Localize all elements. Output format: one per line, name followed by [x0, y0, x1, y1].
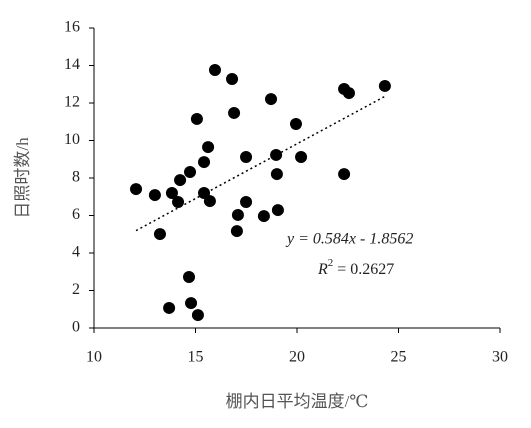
y-tick-label: 16: [64, 19, 80, 36]
point: [203, 195, 216, 208]
point: [172, 196, 185, 208]
point: [226, 73, 239, 85]
point: [202, 141, 215, 154]
point: [270, 148, 283, 161]
y-tick-label: 8: [72, 169, 80, 186]
point: [338, 168, 351, 181]
x-axis-title: 棚内日平均温度/℃: [226, 392, 369, 411]
r-squared: R2 = 0.2627: [317, 257, 394, 278]
point: [228, 106, 241, 119]
point: [378, 79, 391, 92]
point: [191, 309, 204, 322]
point: [184, 166, 197, 178]
y-tick-label: 2: [72, 281, 80, 298]
point: [231, 208, 244, 221]
y-tick-label: 14: [64, 56, 80, 73]
trendline: [135, 95, 386, 232]
r-squared-value: = 0.2627: [333, 261, 394, 278]
point: [148, 189, 161, 202]
point: [190, 112, 203, 125]
r-squared-symbol: R: [317, 261, 328, 278]
point: [240, 151, 253, 163]
y-tick-label: 4: [72, 244, 80, 261]
point: [270, 168, 283, 181]
r-squared-exponent: 2: [328, 257, 334, 269]
x-tick-label: 25: [391, 349, 407, 366]
trend-equation: y = 0.584x - 1.8562: [285, 231, 413, 248]
point: [185, 297, 198, 310]
point: [342, 87, 355, 100]
point: [289, 118, 302, 130]
point: [153, 228, 166, 241]
point: [130, 183, 143, 196]
point: [198, 156, 211, 169]
x-tick-label: 30: [492, 349, 508, 366]
x-tick-label: 20: [289, 349, 305, 366]
point: [265, 93, 278, 106]
point: [163, 301, 176, 314]
y-tick-label: 6: [72, 206, 80, 223]
y-tick-label: 12: [64, 94, 80, 111]
point: [240, 196, 253, 208]
y-tick-label: 0: [72, 319, 80, 336]
x-tick-label: 15: [188, 349, 204, 366]
x-tick-label: 10: [86, 349, 102, 366]
point: [165, 187, 178, 199]
point: [208, 64, 221, 76]
y-axis-title: 日照时数/h: [13, 137, 32, 219]
point: [183, 271, 196, 283]
point: [257, 210, 270, 223]
point: [230, 225, 243, 238]
point: [271, 204, 284, 217]
point: [295, 151, 308, 163]
point: [174, 174, 187, 187]
y-tick-label: 10: [64, 131, 80, 148]
